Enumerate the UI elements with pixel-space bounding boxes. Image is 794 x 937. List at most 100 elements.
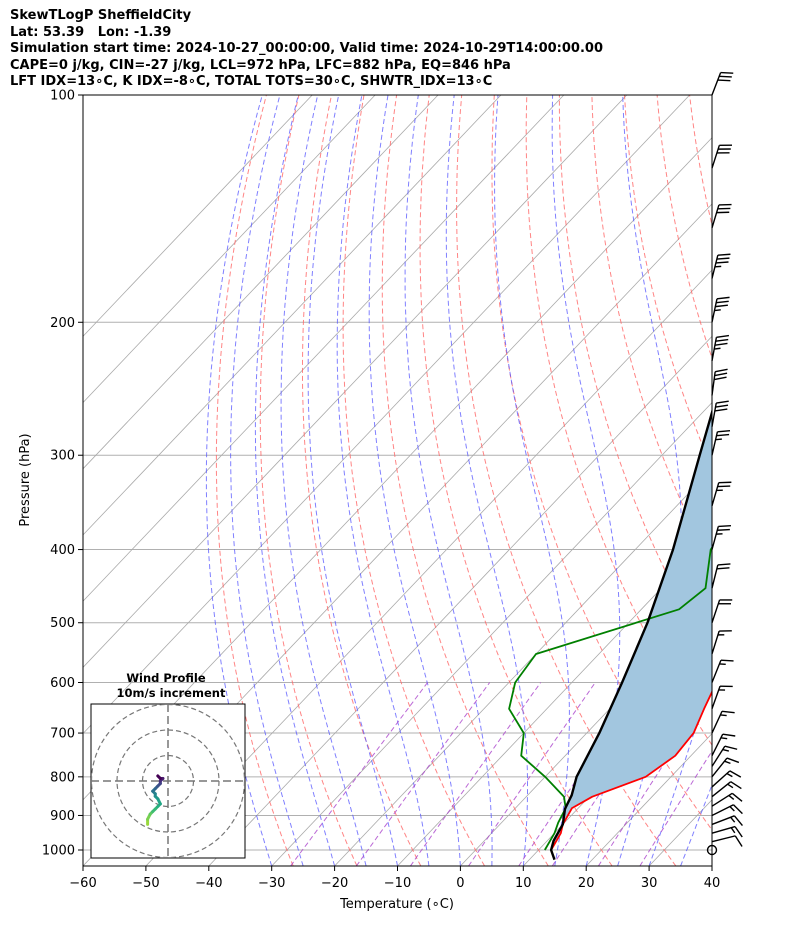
moist-adiabat-line <box>744 95 794 866</box>
hodograph-ring <box>91 704 245 858</box>
dry-adiabat-line <box>419 95 613 866</box>
dry-adiabat-line <box>591 95 712 567</box>
barb-half-flag <box>724 760 731 765</box>
barb-half-flag <box>714 309 721 312</box>
barb-flag <box>719 75 732 78</box>
barb-flag <box>716 334 730 339</box>
y-tick-label: 100 <box>50 89 75 104</box>
y-tick-label: 900 <box>50 809 75 824</box>
header-indices-1: CAPE=0 j/kg, CIN=-27 j/kg, LCL=972 hPa, … <box>10 57 511 73</box>
wind-barb <box>711 770 742 788</box>
barb-flag <box>716 567 730 570</box>
barb-flag <box>734 835 743 847</box>
barb-flag <box>721 710 735 714</box>
dry-adiabat-line <box>381 95 549 866</box>
isotherm-line <box>83 95 502 536</box>
mixing-ratio-line <box>355 682 491 866</box>
profile-lines <box>508 408 712 861</box>
x-tick-label: 20 <box>578 876 595 891</box>
dry-adiabat-line <box>722 95 794 866</box>
header-title: SkewTLogP SheffieldCity <box>10 8 192 23</box>
wind-barb <box>711 710 735 734</box>
x-tick-label: −30 <box>258 876 285 891</box>
hodograph <box>90 703 246 859</box>
barb-flag <box>717 429 731 433</box>
header-indices-2: LFT IDX=13∘C, K IDX=-8∘C, TOTAL TOTS=30∘… <box>10 74 493 89</box>
isotherm-line <box>83 95 439 470</box>
dry-adiabat-line <box>215 95 294 866</box>
barb-flag <box>718 525 731 528</box>
cape-shading <box>551 412 712 850</box>
barb-staff <box>711 770 731 788</box>
isotherm-line <box>397 534 712 866</box>
barb-flag <box>720 659 734 662</box>
barb-flag <box>714 408 728 412</box>
moist-adiabat-line <box>648 672 712 866</box>
barb-half-flag <box>714 347 721 350</box>
temperature-line <box>550 689 712 851</box>
x-tick-label: −10 <box>384 876 411 891</box>
wind-barb <box>711 429 731 456</box>
barb-flag <box>715 338 729 342</box>
isotherm-line <box>83 95 313 337</box>
barb-half-flag <box>728 794 735 801</box>
barb-flag <box>716 433 730 437</box>
wind-barb <box>711 835 743 847</box>
dry-adiabat-line <box>342 95 485 866</box>
barb-staff <box>711 815 735 826</box>
x-tick-label: −60 <box>69 876 96 891</box>
barb-flag <box>715 304 728 308</box>
wind-barb <box>711 203 732 229</box>
y-tick-label: 800 <box>50 770 75 785</box>
barb-half-flag <box>720 737 728 740</box>
moist-adiabat-line <box>230 95 304 866</box>
wind-barb <box>711 792 743 807</box>
barb-flag <box>715 404 729 408</box>
x-tick-label: 10 <box>515 876 532 891</box>
mixing-ratio-line <box>639 750 712 866</box>
x-tick-label: −50 <box>132 876 159 891</box>
hodograph-subtitle: 10m/s increment <box>117 686 226 700</box>
barb-half-flag <box>726 772 733 778</box>
x-tick-label: 30 <box>641 876 658 891</box>
chart-header: SkewTLogP SheffieldCity Lat: 53.39 Lon: … <box>10 8 603 91</box>
axes: −60 −50 −40 −30 −20 −10 0 10 20 30 40 1000 900 800 700… <box>42 89 720 892</box>
dewpoint-line <box>508 546 712 851</box>
barb-half-flag <box>730 827 736 834</box>
isotherm-line <box>83 95 628 668</box>
isotherm-line <box>460 600 712 866</box>
isotherm-line <box>83 95 690 735</box>
barb-staff <box>711 402 717 427</box>
barb-flag <box>729 770 742 778</box>
moist-adiabat-line <box>551 95 621 866</box>
wind-barb <box>711 563 731 589</box>
y-tick-label: 700 <box>50 727 75 742</box>
moist-adiabat-line <box>280 95 367 866</box>
barb-flag <box>715 368 728 373</box>
barb-flag <box>726 757 740 764</box>
wind-barb <box>711 296 730 323</box>
wind-barb <box>711 334 730 362</box>
barb-flag <box>724 745 738 750</box>
barb-flag <box>715 261 729 264</box>
mixing-ratio-line <box>409 682 542 866</box>
wind-barb <box>711 400 729 427</box>
dry-adiabat-line <box>755 95 794 866</box>
barb-flag <box>716 257 730 260</box>
wind-barb <box>711 144 733 169</box>
moist-adiabat-line <box>307 95 398 866</box>
parcel-profile-line <box>549 408 712 861</box>
barb-half-flag <box>729 806 735 812</box>
header-times: Simulation start time: 2024-10-27_00:00:… <box>10 41 603 56</box>
isotherm-line <box>271 401 712 866</box>
y-tick-label: 600 <box>50 676 75 691</box>
barb-flag <box>730 781 742 790</box>
dry-adiabat-line <box>787 95 794 866</box>
dry-adiabat-line <box>456 95 677 866</box>
y-tick-label: 400 <box>50 543 75 558</box>
cape-area <box>551 412 712 850</box>
barb-flag <box>722 733 736 737</box>
barb-staff <box>711 630 720 655</box>
barb-half-flag <box>727 783 734 789</box>
